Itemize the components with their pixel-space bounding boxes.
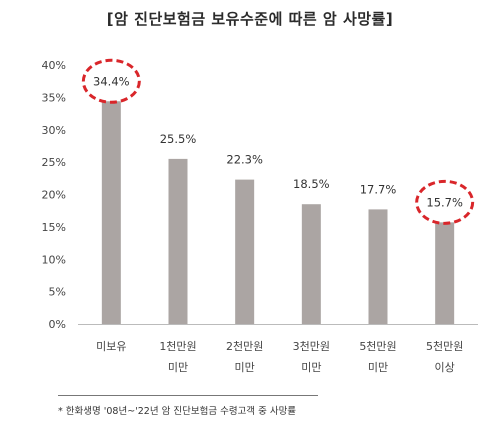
bar xyxy=(101,101,121,324)
y-tick-label: 40% xyxy=(42,59,66,72)
y-tick-label: 5% xyxy=(49,286,66,299)
x-tick-label: 3천만원 xyxy=(293,339,330,353)
x-tick-label: 미만 xyxy=(301,361,321,374)
data-label: 17.7% xyxy=(360,182,397,196)
x-tick-label: 미만 xyxy=(368,361,388,374)
data-label: 18.5% xyxy=(293,177,330,191)
highlight-circle xyxy=(81,58,141,104)
x-tick-label: 미만 xyxy=(168,361,188,374)
data-label: 22.3% xyxy=(226,153,263,167)
y-tick-label: 15% xyxy=(42,221,66,234)
data-label: 25.5% xyxy=(160,132,197,146)
x-tick-label: 5천만원 xyxy=(359,339,396,353)
bar xyxy=(168,158,188,324)
y-tick-label: 25% xyxy=(42,156,66,169)
y-tick-label: 20% xyxy=(42,189,66,202)
bar xyxy=(301,204,321,324)
x-tick-label: 5천만원 xyxy=(426,339,463,353)
x-tick-label: 미보유 xyxy=(96,340,126,353)
highlight-circle xyxy=(415,179,475,225)
data-label: 34.4% xyxy=(93,74,130,88)
x-tick-label: 미만 xyxy=(235,361,255,374)
footnote: * 한화생명 '08년~'22년 암 진단보험금 수령고객 중 사망률 xyxy=(58,406,297,417)
y-tick-label: 30% xyxy=(42,124,66,137)
chart-title: [암 진단보험금 보유수준에 따른 암 사망률] xyxy=(106,10,394,28)
bar xyxy=(435,222,455,324)
bar xyxy=(368,209,388,324)
x-tick-label: 이상 xyxy=(435,361,455,374)
x-tick-label: 1천만원 xyxy=(159,339,196,353)
y-tick-label: 0% xyxy=(49,318,66,331)
x-tick-label: 2천만원 xyxy=(226,339,263,353)
footnote-divider xyxy=(58,395,318,396)
y-tick-label: 10% xyxy=(42,253,66,266)
y-tick-label: 35% xyxy=(42,91,66,104)
bar xyxy=(235,179,255,324)
data-label: 15.7% xyxy=(426,195,463,209)
